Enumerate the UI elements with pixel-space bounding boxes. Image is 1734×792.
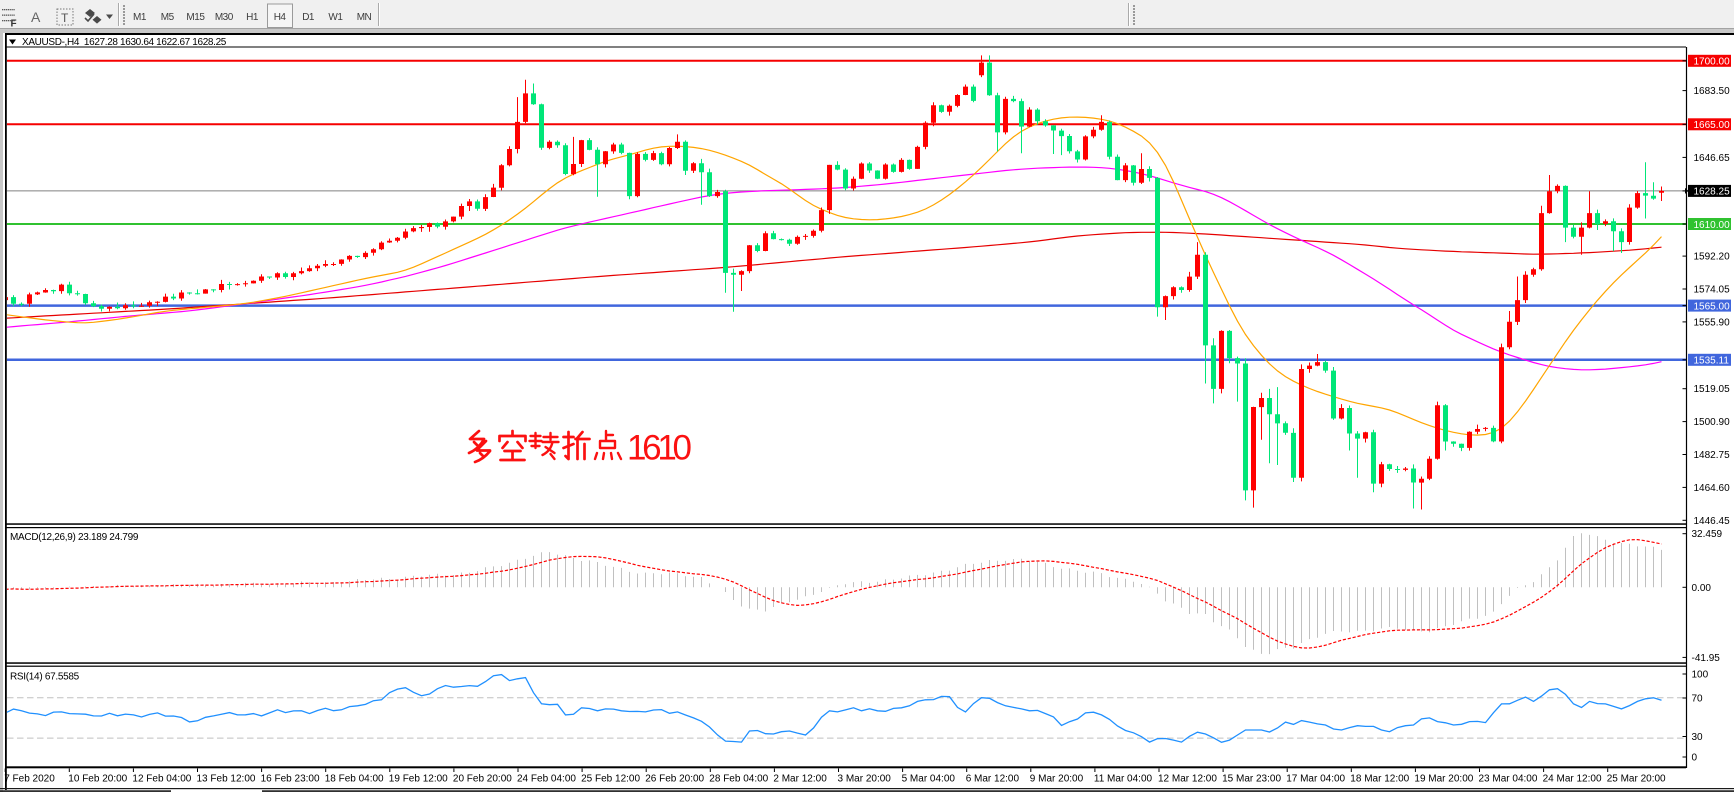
svg-text:1519.05: 1519.05 [1694,384,1731,395]
svg-text:18 Feb 04:00: 18 Feb 04:00 [325,774,384,785]
svg-text:100: 100 [1692,670,1709,681]
svg-text:1446.45: 1446.45 [1694,516,1731,527]
svg-text:M30: M30 [215,12,234,23]
svg-text:30: 30 [1692,732,1704,743]
svg-text:W1: W1 [328,12,343,23]
svg-text:1535.11: 1535.11 [1694,356,1730,367]
svg-text:D1: D1 [302,12,315,23]
svg-text:0: 0 [1692,753,1698,764]
svg-text:5 Mar 04:00: 5 Mar 04:00 [902,774,956,785]
svg-text:11 Mar 04:00: 11 Mar 04:00 [1094,774,1153,785]
svg-text:70: 70 [1692,694,1704,705]
svg-text:7 Feb 2020: 7 Feb 2020 [4,774,55,785]
svg-text:MN: MN [357,12,372,23]
svg-text:28 Feb 04:00: 28 Feb 04:00 [709,774,768,785]
svg-text:1646.65: 1646.65 [1694,153,1731,164]
svg-text:24 Mar 12:00: 24 Mar 12:00 [1543,774,1602,785]
svg-text:H4: H4 [274,12,287,23]
svg-text:16 Feb 23:00: 16 Feb 23:00 [261,774,320,785]
svg-text:15 Mar 23:00: 15 Mar 23:00 [1222,774,1281,785]
svg-text:6 Mar 12:00: 6 Mar 12:00 [966,774,1020,785]
svg-text:1574.05: 1574.05 [1694,285,1731,296]
svg-text:0.00: 0.00 [1692,583,1712,594]
svg-text:F: F [11,19,17,30]
svg-text:1610.00: 1610.00 [1694,220,1731,231]
svg-text:M15: M15 [186,12,205,23]
svg-text:1665.00: 1665.00 [1694,120,1731,131]
svg-text:26 Feb 20:00: 26 Feb 20:00 [645,774,704,785]
svg-text:23 Mar 04:00: 23 Mar 04:00 [1479,774,1538,785]
svg-text:20 Feb 20:00: 20 Feb 20:00 [453,774,512,785]
svg-text:12 Mar 12:00: 12 Mar 12:00 [1158,774,1217,785]
svg-text:M5: M5 [161,12,175,23]
svg-text:MACD(12,26,9) 23.189 24.799: MACD(12,26,9) 23.189 24.799 [10,532,139,543]
svg-text:17 Mar 04:00: 17 Mar 04:00 [1286,774,1345,785]
svg-text:1555.90: 1555.90 [1694,317,1731,328]
svg-text:9 Mar 20:00: 9 Mar 20:00 [1030,774,1084,785]
svg-text:RSI(14) 67.5585: RSI(14) 67.5585 [10,672,80,683]
svg-text:19 Feb 12:00: 19 Feb 12:00 [389,774,448,785]
svg-text:1700.00: 1700.00 [1694,57,1731,68]
svg-text:-41.95: -41.95 [1692,653,1721,664]
svg-text:1482.75: 1482.75 [1694,450,1731,461]
svg-text:1592.20: 1592.20 [1694,252,1731,263]
svg-text:3 Mar 20:00: 3 Mar 20:00 [838,774,892,785]
svg-text:XAUUSD-,H4 1627.28 1630.64 16: XAUUSD-,H4 1627.28 1630.64 1622.67 1628.… [22,37,227,48]
svg-text:12 Feb 04:00: 12 Feb 04:00 [132,774,191,785]
svg-text:10 Feb 20:00: 10 Feb 20:00 [68,774,127,785]
svg-text:1500.90: 1500.90 [1694,417,1731,428]
svg-text:1628.25: 1628.25 [1694,187,1731,198]
svg-text:A: A [31,9,41,25]
svg-text:1610: 1610 [627,429,692,468]
svg-text:32.459: 32.459 [1692,529,1723,540]
svg-text:13 Feb 12:00: 13 Feb 12:00 [197,774,256,785]
svg-text:25 Feb 12:00: 25 Feb 12:00 [581,774,640,785]
svg-text:H1: H1 [246,12,259,23]
svg-text:18 Mar 12:00: 18 Mar 12:00 [1350,774,1409,785]
svg-text:1683.50: 1683.50 [1694,86,1731,97]
svg-text:25 Mar 20:00: 25 Mar 20:00 [1607,774,1666,785]
svg-text:24 Feb 04:00: 24 Feb 04:00 [517,774,576,785]
svg-text:1565.00: 1565.00 [1694,301,1731,312]
svg-text:1464.60: 1464.60 [1694,483,1731,494]
svg-text:2 Mar 12:00: 2 Mar 12:00 [773,774,827,785]
svg-text:19 Mar 20:00: 19 Mar 20:00 [1414,774,1473,785]
svg-text:M1: M1 [133,12,147,23]
svg-text:T: T [61,11,69,25]
